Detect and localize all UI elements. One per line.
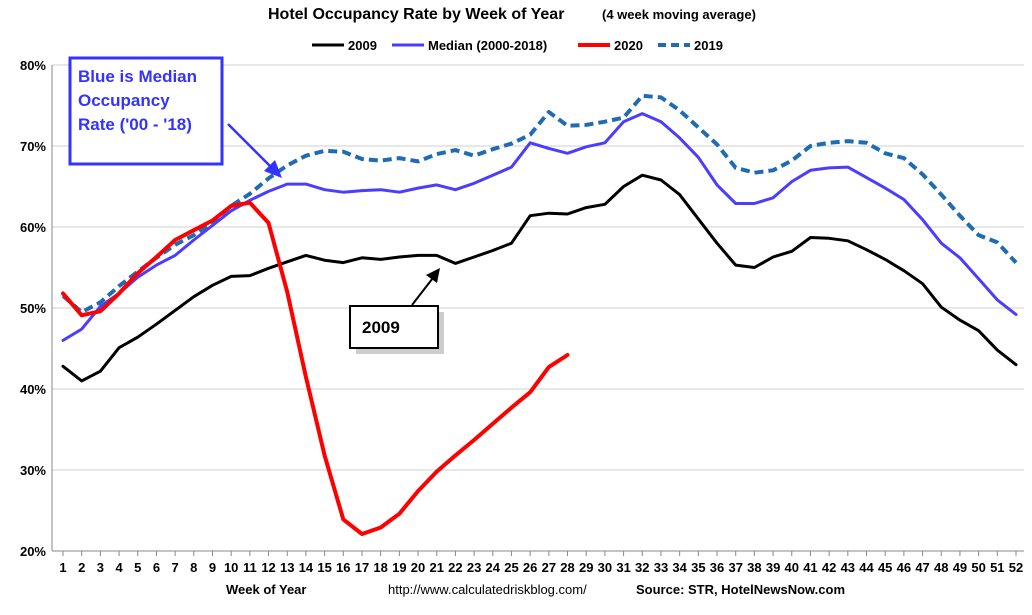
x-tick-label: 5 [134,560,141,575]
x-tick-label: 9 [209,560,216,575]
x-tick-label: 41 [803,560,817,575]
chart-subtitle: (4 week moving average) [602,7,756,22]
x-tick-label: 39 [766,560,780,575]
x-tick-label: 44 [859,560,874,575]
median-annotation-line-1: Blue is Median [78,67,197,86]
x-tick-label: 24 [486,560,501,575]
x-tick-label: 26 [523,560,537,575]
x-tick-label: 46 [897,560,911,575]
x-tick-label: 31 [616,560,630,575]
legend-label-2019: 2019 [694,38,723,53]
x-axis-ticks: 1 2 3 4 5 6 7 8 9 10 11 12 13 14 15 16 17 18 19 20 21 22 23 24 2… [59,551,1023,575]
median-annotation-arrowhead [264,160,282,178]
y-tick-label: 30% [20,463,46,478]
median-annotation-box [68,56,224,166]
annotation-2009-label: 2009 [362,318,400,337]
series-line-median-2000-2018 [61,112,1018,342]
footer-source: Source: STR, HotelNewsNow.com [636,582,845,597]
series-line-2020 [61,200,570,536]
legend-label-2009: 2009 [348,38,377,53]
x-tick-label: 23 [467,560,481,575]
y-tick-label: 70% [20,139,46,154]
x-tick-label: 6 [153,560,160,575]
x-tick-label: 35 [691,560,705,575]
y-tick-label: 50% [20,301,46,316]
x-axis-title: Week of Year [226,582,306,597]
y-tick-label: 60% [20,220,46,235]
x-tick-label: 49 [953,560,967,575]
annotation-2009-arrowhead [426,268,440,283]
x-tick-label: 50 [971,560,985,575]
x-tick-label: 15 [317,560,331,575]
y-tick-label: 20% [20,544,46,559]
median-annotation-line-3: Rate ('00 - '18) [78,115,192,134]
x-tick-label: 22 [448,560,462,575]
x-tick-label: 7 [172,560,179,575]
chart-title: Hotel Occupancy Rate by Week of Year [268,6,564,23]
series-line-2009 [61,173,1018,383]
x-tick-label: 8 [190,560,197,575]
x-tick-label: 3 [97,560,104,575]
x-tick-label: 28 [560,560,574,575]
x-tick-label: 10 [224,560,238,575]
annotation-2009: 2009 [349,268,444,354]
x-tick-label: 34 [672,560,687,575]
x-tick-label: 27 [542,560,556,575]
x-tick-label: 52 [1009,560,1023,575]
x-tick-label: 42 [822,560,836,575]
x-tick-label: 11 [243,560,257,575]
legend-label-median: Median (2000-2018) [428,38,547,53]
x-tick-label: 45 [878,560,892,575]
x-tick-label: 47 [915,560,929,575]
x-tick-label: 38 [747,560,761,575]
x-tick-label: 48 [934,560,948,575]
legend: 2009 Median (2000-2018) 2020 2019 [312,38,723,53]
x-tick-label: 30 [598,560,612,575]
median-annotation: Blue is Median Occupancy Rate ('00 - '18… [68,56,282,178]
x-tick-label: 33 [654,560,668,575]
x-tick-label: 40 [785,560,799,575]
x-tick-label: 4 [115,560,123,575]
x-tick-label: 36 [710,560,724,575]
x-tick-label: 20 [411,560,425,575]
x-tick-label: 12 [261,560,275,575]
x-tick-label: 13 [280,560,294,575]
series-lines [61,93,1018,536]
x-tick-label: 1 [59,560,66,575]
y-tick-label: 40% [20,382,46,397]
x-tick-label: 37 [728,560,742,575]
x-tick-label: 18 [373,560,387,575]
legend-label-2020: 2020 [614,38,643,53]
median-annotation-arrow [227,123,277,173]
median-annotation-line-2: Occupancy [78,91,170,110]
y-axis-ticks: 20% 30% 40% 50% 60% 70% 80% [20,58,46,559]
annotation-2009-box [349,305,439,349]
x-tick-label: 21 [429,560,443,575]
footer-url: http://www.calculatedriskblog.com/ [388,582,587,597]
x-tick-label: 43 [841,560,855,575]
x-tick-label: 2 [78,560,85,575]
x-tick-label: 19 [392,560,406,575]
x-tick-label: 29 [579,560,593,575]
x-tick-label: 16 [336,560,350,575]
x-tick-label: 51 [990,560,1004,575]
x-tick-label: 25 [504,560,518,575]
x-tick-label: 32 [635,560,649,575]
x-tick-label: 17 [355,560,369,575]
y-tick-label: 80% [20,58,46,73]
x-tick-label: 14 [299,560,314,575]
